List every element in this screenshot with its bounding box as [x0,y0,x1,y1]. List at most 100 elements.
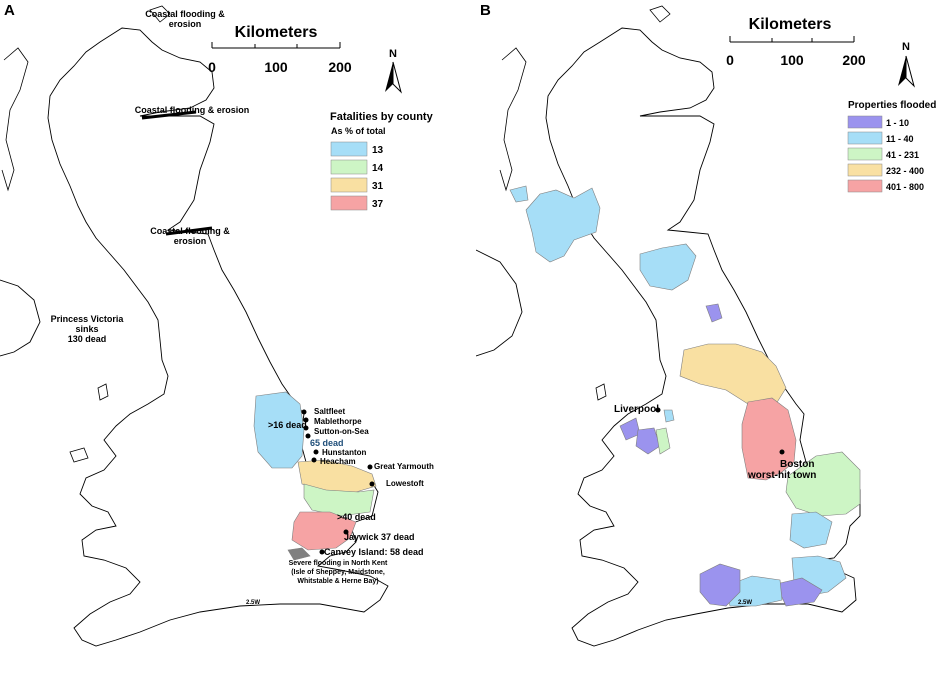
legend-label-a-2: 31 [372,181,384,192]
scale-bar-a: Kilometers 0 100 200 [208,24,352,75]
map-panel-b: B Kilometers 0 100 200 [476,0,952,675]
annotation-channel-a: 2.5W [246,600,260,606]
panel-label-a: A [4,2,15,19]
anglesey-outline [69,447,89,463]
region-suffolk [303,483,375,517]
legend-swatch-b-1 [847,131,883,145]
annotation-great-yarmouth: Great Yarmouth [374,462,434,471]
legend-label-b-3: 232 - 400 [886,166,924,176]
annotation-liverpool: Liverpool [614,404,659,415]
region-b-lothian [639,243,697,291]
legend-label-b-4: 401 - 800 [886,182,924,192]
panel-label-b: B [480,2,491,19]
scale-bar-b: Kilometers 0 100 200 [726,16,866,68]
annotation-coast-north-1: Coastal flooding & [145,9,225,19]
annotation-sutton: Sutton-on-Sea [314,427,369,436]
region-b-essex [789,511,833,549]
region-kent [287,547,311,561]
location-dot-heacham [311,457,317,463]
scale-tick-1-a: 100 [264,59,288,75]
annotation-jaywick: Jaywick 37 dead [344,532,415,542]
north-label-b: N [902,41,910,53]
scale-tick-2-b: 200 [842,52,866,68]
annotation-princess-3: 130 dead [68,334,107,344]
annotation-kent-2: (Isle of Sheppey, Maidstone, [291,569,385,576]
legend-swatch-b-0 [847,115,883,129]
orkney-outline-b [649,5,671,23]
region-b-yorkshire [679,343,787,405]
legend-swatch-a-0 [330,141,368,157]
region-b-dorset [699,563,741,607]
legend-label-a-1: 14 [372,163,384,174]
region-b-merseyside [663,409,675,423]
legend-swatch-a-1 [330,159,368,175]
location-dot-sutton-2 [305,433,311,439]
region-b-east-anglia [785,451,861,517]
legend-label-b-2: 41 - 231 [886,150,919,160]
location-dot-lowestoft [369,481,375,487]
annotation-heacham: Heacham [320,457,356,466]
annotation-boston: Boston [780,459,814,470]
region-b-lincolnshire [741,397,797,481]
annotation-coast-fife-2: erosion [174,236,207,246]
legend-label-b-0: 1 - 10 [886,118,909,128]
north-label-a: N [389,48,397,60]
region-b-argyll [525,187,601,263]
scale-tick-0-a: 0 [208,59,216,75]
isle-of-man-outline-b [595,383,607,401]
location-dot-mablethorpe [303,417,309,423]
region-lincolnshire [253,391,305,469]
annotation-lincs-dead: >16 dead [268,420,307,430]
annotation-mablethorpe: Mablethorpe [314,417,362,426]
annotation-coast-moray: Coastal flooding & erosion [135,105,250,115]
location-dot-saltfleet [301,409,307,415]
map-panel-a: A Kilometers 0 [0,0,470,675]
annotation-coast-fife-1: Coastal flooding & [150,226,230,236]
isle-of-man-outline [97,383,109,401]
legend-a: Fatalities by county As % of total 13 14… [330,111,434,211]
annotation-saltfleet: Saltfleet [314,407,345,416]
region-essex [291,511,357,551]
hebrides-outline [1,47,29,192]
legend-swatch-b-2 [847,147,883,161]
scale-tick-0-b: 0 [726,52,734,68]
legend-swatch-a-2 [330,177,368,193]
annotation-princess-2: sinks [75,324,98,334]
location-dot-liverpool [655,407,661,413]
legend-swatch-a-3 [330,195,368,211]
region-b-cheshire [655,427,671,455]
hebrides-outline-b [499,47,527,192]
annotation-boston-note: worst-hit town [747,470,816,481]
coastal-band-fife [165,226,213,236]
annotation-suffolk-dead: >40 dead [337,512,376,522]
region-b-northumbria [705,303,723,323]
location-dot-sutton [303,425,309,431]
location-dot-canvey [319,549,325,555]
region-b-wales-2 [635,427,661,455]
great-britain-coastline [47,27,389,647]
annotation-norfolk-dead: 65 dead [310,438,344,448]
legend-title-b: Properties flooded [848,100,936,111]
location-dot-hunstanton [313,449,319,455]
ireland-coastline [0,279,41,357]
location-dot-jaywick [343,529,349,535]
annotation-lowestoft: Lowestoft [386,479,424,488]
annotation-hunstanton: Hunstanton [322,448,367,457]
legend-title-a: Fatalities by county [330,111,434,123]
location-dot-great-yarmouth [367,464,373,470]
map-a-svg: Kilometers 0 100 200 N Fatalities by cou… [0,5,434,647]
legend-b: Properties flooded 1 - 10 11 - 40 41 - 2… [847,100,936,193]
north-arrow-a: N [385,48,402,94]
region-b-sussex [775,577,823,607]
north-arrow-b: N [898,41,915,88]
scale-tick-2-a: 200 [328,59,352,75]
location-dot-boston [779,449,785,455]
annotation-kent-3: Whitstable & Herne Bay) [297,578,378,585]
coastal-band-moray [141,110,197,120]
scale-title-b: Kilometers [749,16,832,33]
scale-title-a: Kilometers [235,24,318,41]
great-britain-coastline-b [545,27,861,647]
legend-label-a-3: 37 [372,199,384,210]
annotation-channel-b: 2.5W [738,600,752,606]
annotation-coast-north-2: erosion [169,19,202,29]
